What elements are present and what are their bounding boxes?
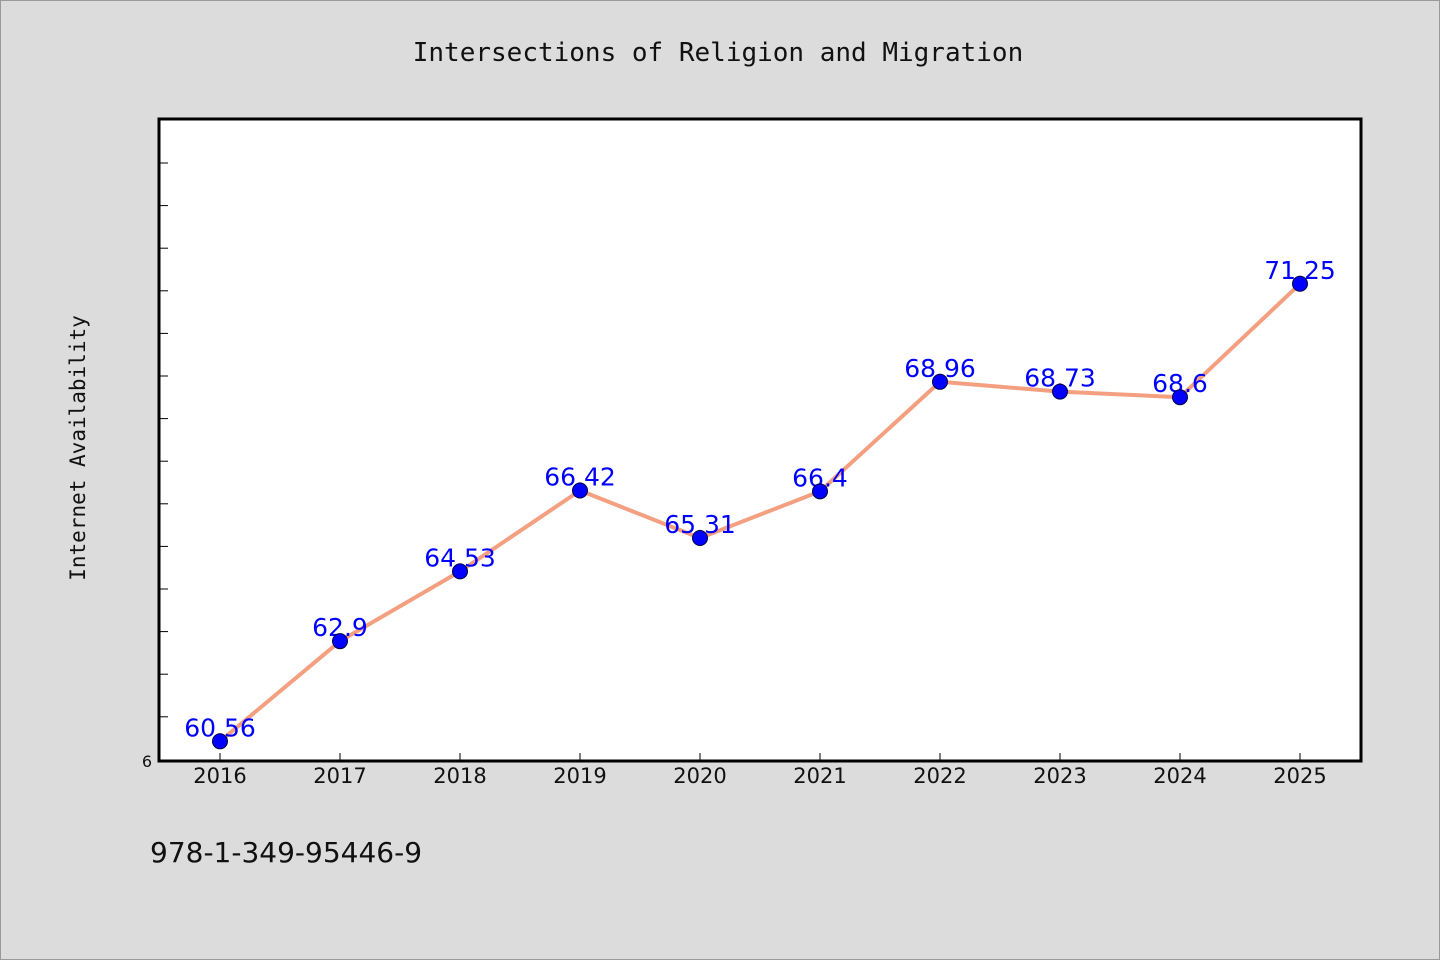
x-axis-ticks: 2016 2017 2018 2019 2020 2021 2022 2023 2024 2025 — [193, 753, 1327, 788]
x-tick-label: 2021 — [793, 764, 846, 788]
data-point — [692, 530, 708, 547]
x-tick-label: 2020 — [673, 764, 726, 788]
data-point — [932, 373, 948, 390]
data-point — [1292, 275, 1308, 292]
x-tick-label: 2019 — [553, 764, 606, 788]
series-line — [218, 281, 1302, 744]
chart-title: Intersections of Religion and Migration — [413, 38, 1023, 68]
y-tick-label: 6 — [142, 752, 152, 771]
x-tick-label: 2023 — [1033, 764, 1086, 788]
x-tick-label: 2024 — [1153, 764, 1206, 788]
y-axis-label: Internet Availability — [66, 315, 90, 581]
data-point — [332, 633, 348, 650]
data-point — [1052, 383, 1068, 400]
data-point — [212, 733, 228, 750]
x-tick-label: 2017 — [313, 764, 366, 788]
data-point — [452, 563, 468, 580]
x-tick-label: 2025 — [1273, 764, 1326, 788]
x-tick-label: 2018 — [433, 764, 486, 788]
data-point — [572, 482, 588, 499]
y-axis-ticks: 6 — [142, 162, 168, 771]
x-tick-label: 2022 — [913, 764, 966, 788]
x-tick-label: 2016 — [193, 764, 246, 788]
data-point — [1172, 389, 1188, 406]
data-point — [812, 483, 828, 500]
isbn-text: 978-1-349-95446-9 — [150, 836, 422, 869]
plot-area — [157, 117, 1363, 763]
